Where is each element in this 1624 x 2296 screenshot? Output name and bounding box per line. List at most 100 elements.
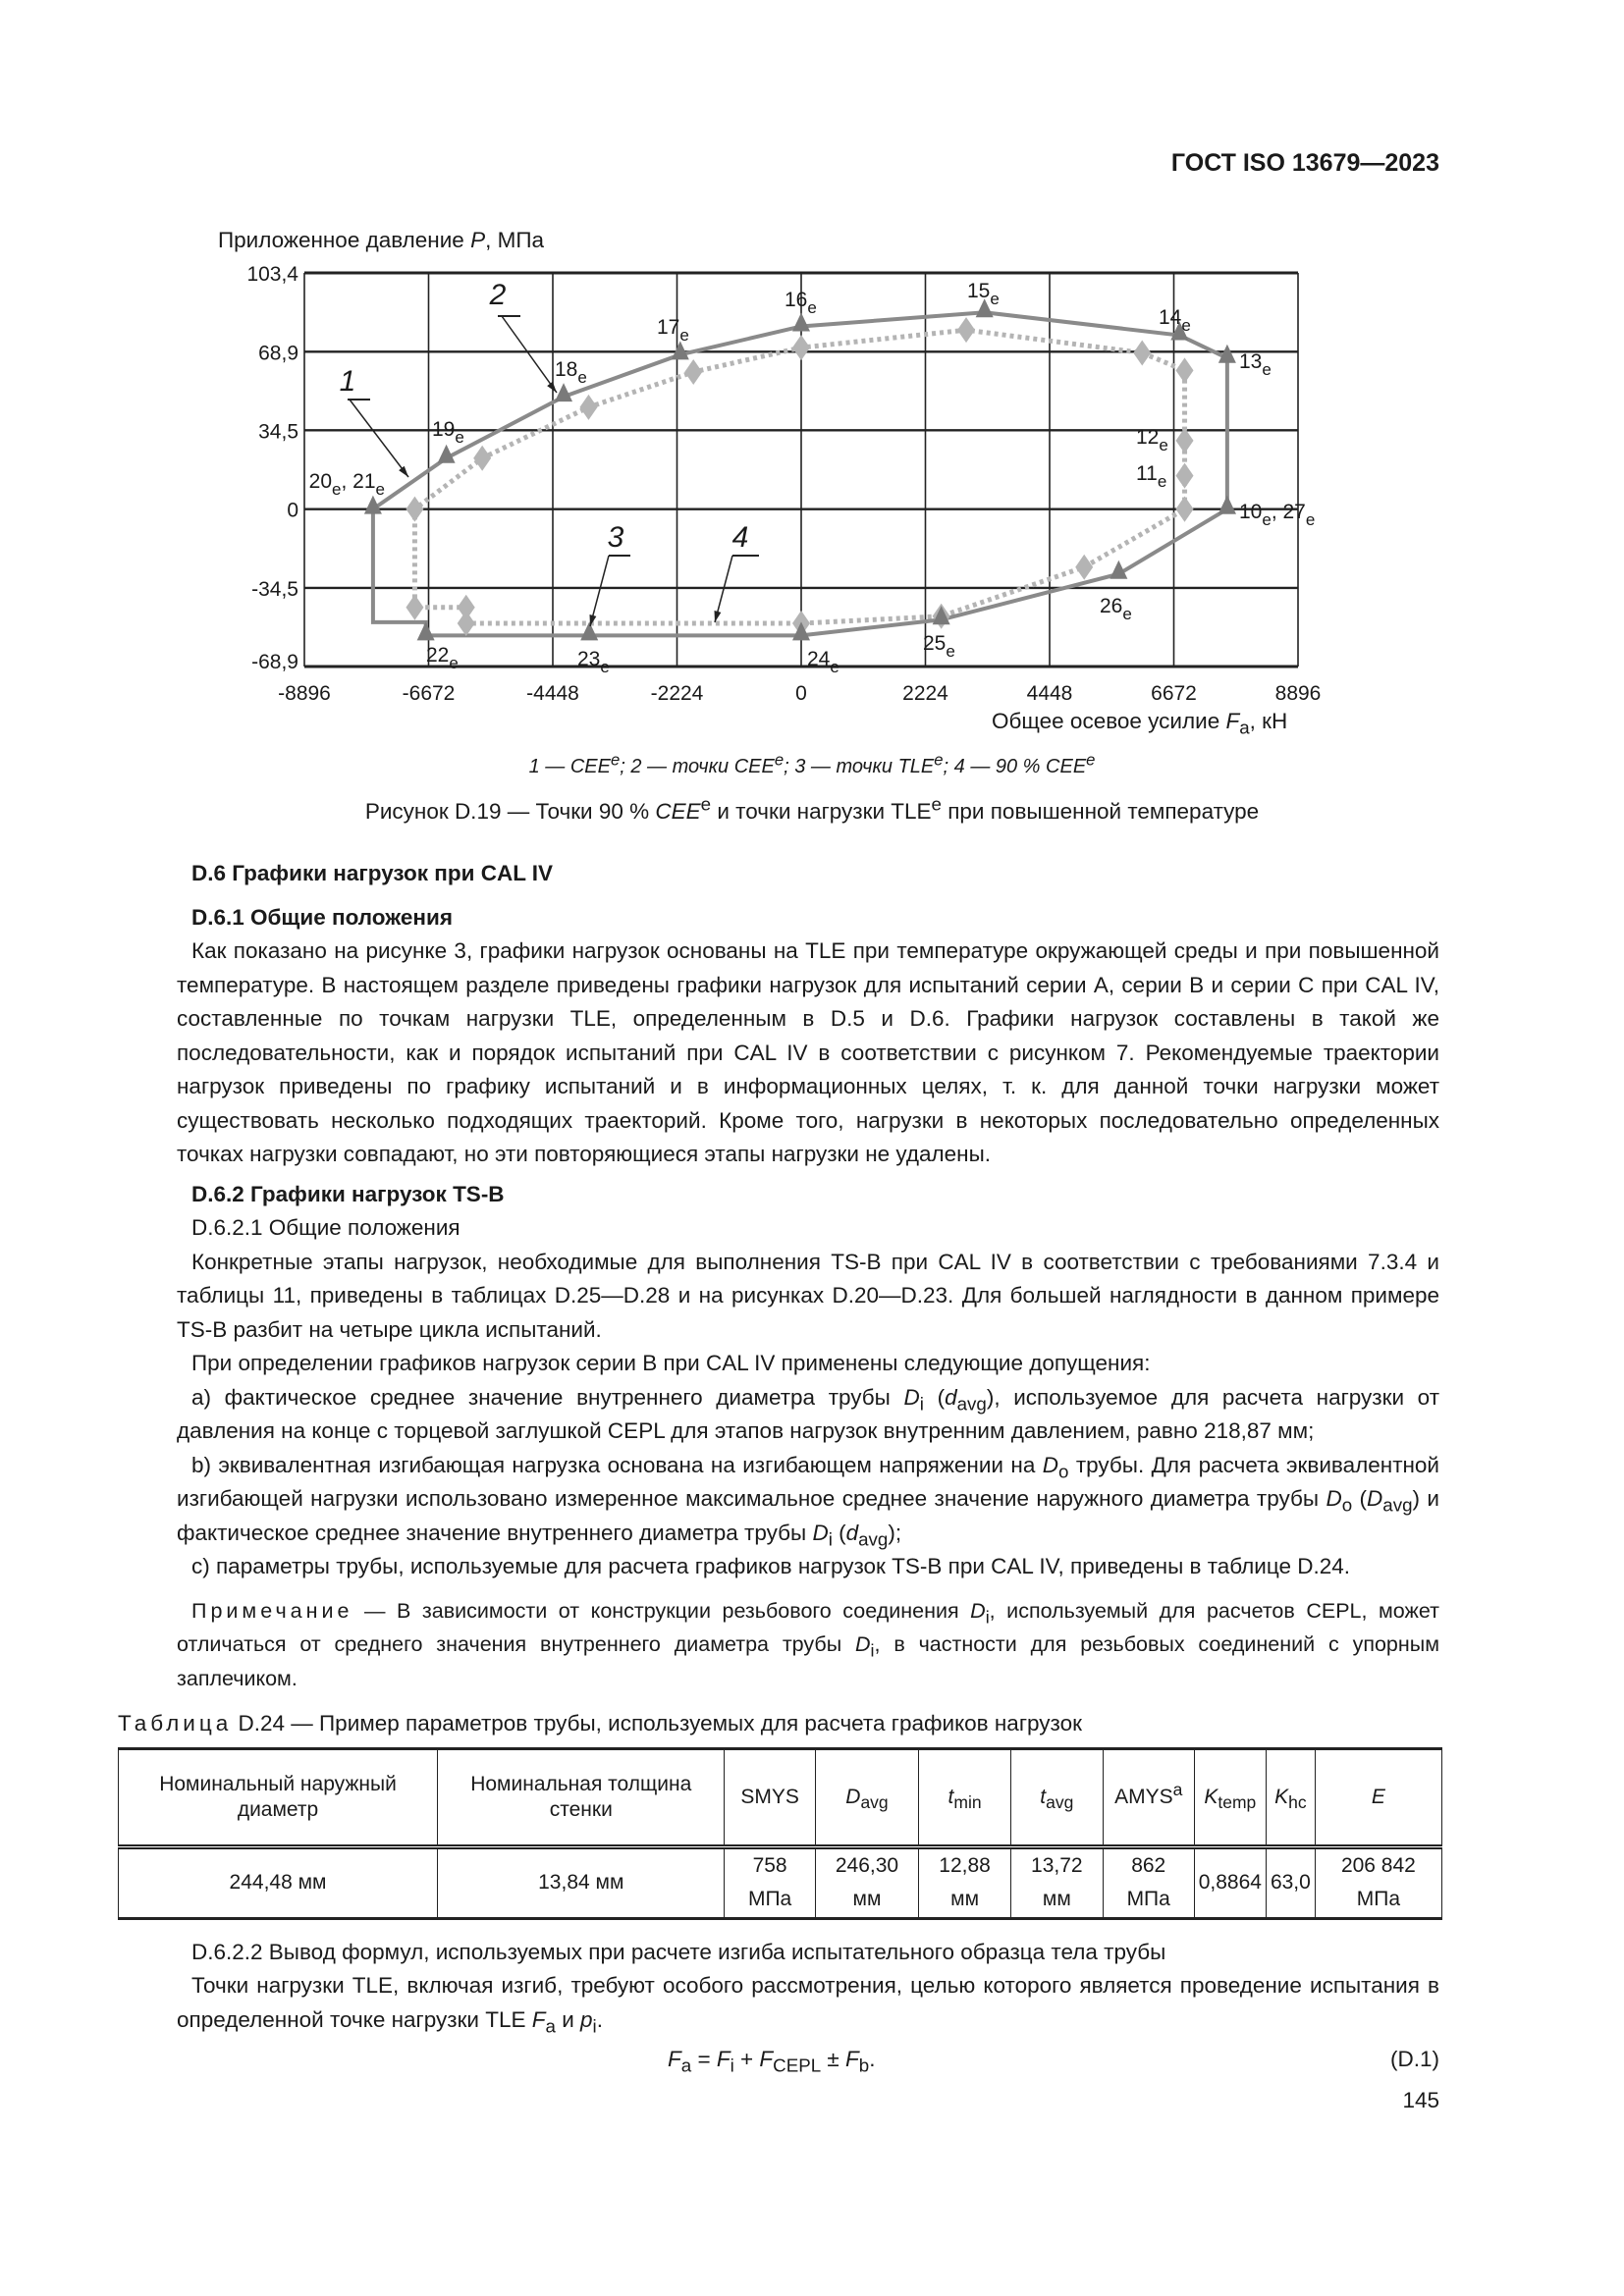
triangle-marker xyxy=(437,444,456,463)
text-run: avg xyxy=(956,1393,987,1414)
point-label: 25e xyxy=(923,632,955,661)
table-cell: 246,30 мм xyxy=(814,1845,920,1919)
text-run: K xyxy=(1274,1785,1289,1808)
x-tick-label: 4448 xyxy=(1027,682,1073,705)
text-run: a xyxy=(545,2015,556,2036)
text-run: i xyxy=(730,2055,734,2076)
chart-y-axis-title: Приложенное давление P, МПа xyxy=(218,224,544,258)
text-run: Приложенное давление xyxy=(218,228,471,252)
text-run: ± xyxy=(821,2047,846,2071)
text-run: a xyxy=(1172,1779,1183,1799)
text-run: Примечание xyxy=(191,1598,353,1623)
arrowhead-icon xyxy=(714,611,722,622)
text-run: ), используемое для расчета нагрузки от … xyxy=(177,1384,1440,1444)
text-run: D xyxy=(1367,1486,1383,1511)
body-text: D.6 Графики нагрузок при CAL IV D.6.1 Об… xyxy=(117,857,1443,2118)
figure-legend: 1 — CEEe; 2 — точки CEEe; 3 — точки TLEe… xyxy=(0,750,1624,784)
triangle-marker xyxy=(1218,495,1236,514)
table-cell: 758 МПа xyxy=(724,1845,816,1919)
paragraph-assumptions: При определении графиков нагрузок серии … xyxy=(177,1347,1439,1381)
list-item-c: с) параметры трубы, используемые для рас… xyxy=(177,1550,1439,1584)
text-run: и точки нагрузки TLE xyxy=(711,799,932,824)
diamond-marker xyxy=(792,335,810,361)
text-run: D xyxy=(1042,1452,1058,1477)
x-tick-label: -6672 xyxy=(403,682,456,705)
diamond-marker xyxy=(457,594,475,620)
text-run: avg xyxy=(860,1791,889,1812)
text-run: e xyxy=(1086,750,1096,770)
text-run: min xyxy=(953,1791,982,1812)
column-header: Номинальный наружный диаметр xyxy=(117,1747,439,1847)
text-run: AMYS xyxy=(1114,1785,1173,1808)
text-run: ; 4 — 90 % xyxy=(943,756,1047,777)
column-header: Khc xyxy=(1265,1747,1316,1847)
table-cell: 13,84 мм xyxy=(437,1845,726,1919)
text-run: hc xyxy=(1288,1791,1307,1812)
text-run: F xyxy=(668,2047,681,2071)
diamond-marker xyxy=(1175,496,1194,522)
y-tick-label: 34,5 xyxy=(258,420,298,443)
text-run: D.24 — Пример параметров трубы, использу… xyxy=(232,1711,1082,1735)
arrowhead-icon xyxy=(547,381,557,393)
table-cell: 63,0 xyxy=(1265,1845,1316,1919)
point-label: 10e, 27e xyxy=(1239,501,1315,529)
text-run: b xyxy=(858,2055,870,2076)
callout-leader xyxy=(501,315,558,394)
table-d24: Номинальный наружный диаметр Номинальная … xyxy=(117,1746,1443,1920)
column-header: tavg xyxy=(1009,1747,1104,1847)
text-run: i xyxy=(592,2015,597,2036)
text-run: , в частности для резьбовых соединений с… xyxy=(177,1632,1439,1690)
table-cell: 206 842 МПа xyxy=(1314,1845,1443,1919)
text-run: и xyxy=(555,2006,581,2032)
table-cell: 862 МПа xyxy=(1102,1845,1195,1919)
triangle-marker xyxy=(792,621,810,641)
x-tick-label: 8896 xyxy=(1275,682,1322,705)
text-run: D xyxy=(812,1520,829,1545)
table-row: 244,48 мм 13,84 мм 758 МПа 246,30 мм 12,88 м… xyxy=(117,1845,1443,1919)
triangle-marker xyxy=(932,606,950,625)
callout-number: 1 xyxy=(340,365,356,398)
text-run: a xyxy=(1239,717,1250,738)
callout-number: 4 xyxy=(732,521,749,554)
x-tick-label: -8896 xyxy=(278,682,331,705)
text-run: CEE xyxy=(569,756,611,777)
chart-x-axis-title: Общее осевое усилие Fa, кН xyxy=(992,705,1287,739)
figure-d19-chart: -8896 -6672 -4448 -2224 0 2224 4448 6672 8896103… xyxy=(246,263,1322,705)
triangle-marker xyxy=(1170,321,1189,341)
y-tick-label: 103,4 xyxy=(246,263,298,286)
text-run: Конкретные этапы нагрузок, необходимые д… xyxy=(177,1249,1439,1342)
text-run: ( xyxy=(832,1520,846,1545)
callout-leader xyxy=(349,399,409,478)
point-label: 20e, 21e xyxy=(309,470,385,499)
point-label: 18e xyxy=(555,358,587,387)
y-tick-label: -68,9 xyxy=(251,651,298,673)
triangle-marker xyxy=(1218,344,1236,363)
text-run: Номинальная толщина стенки xyxy=(470,1772,692,1821)
text-run: ); xyxy=(888,1520,902,1545)
text-run: Точки нагрузки TLE, включая изгиб, требу… xyxy=(177,1973,1439,2032)
text-run: ; 2 — точки xyxy=(620,756,734,777)
point-label: 17e xyxy=(657,316,689,345)
text-run: SMYS xyxy=(740,1785,799,1808)
triangle-marker xyxy=(1110,560,1128,579)
text-run: a xyxy=(680,2055,692,2076)
text-run: Рисунок D.19 — Точки 90 % xyxy=(364,799,656,824)
triangle-marker xyxy=(792,312,810,332)
point-label: 14e xyxy=(1159,306,1191,335)
x-tick-label: 0 xyxy=(795,682,807,705)
diamond-marker xyxy=(684,359,703,386)
formula-d1: Fa = Fi + FCEPL ± Fb. xyxy=(668,2043,875,2077)
page-number: 145 xyxy=(1402,2088,1439,2112)
text-run: t xyxy=(947,1785,954,1808)
triangle-marker xyxy=(555,383,573,402)
point-label: 22e xyxy=(426,644,459,672)
section-heading-d6: D.6 Графики нагрузок при CAL IV xyxy=(191,861,554,885)
text-run: D xyxy=(1326,1486,1342,1511)
point-label: 19e xyxy=(432,418,464,447)
column-header: Номинальная толщина стенки xyxy=(437,1747,726,1847)
paragraph-general: Как показано на рисунке 3, графики нагру… xyxy=(177,934,1439,1172)
column-header: E xyxy=(1314,1747,1443,1847)
text-run: P xyxy=(470,228,486,252)
text-run: temp xyxy=(1218,1791,1257,1812)
